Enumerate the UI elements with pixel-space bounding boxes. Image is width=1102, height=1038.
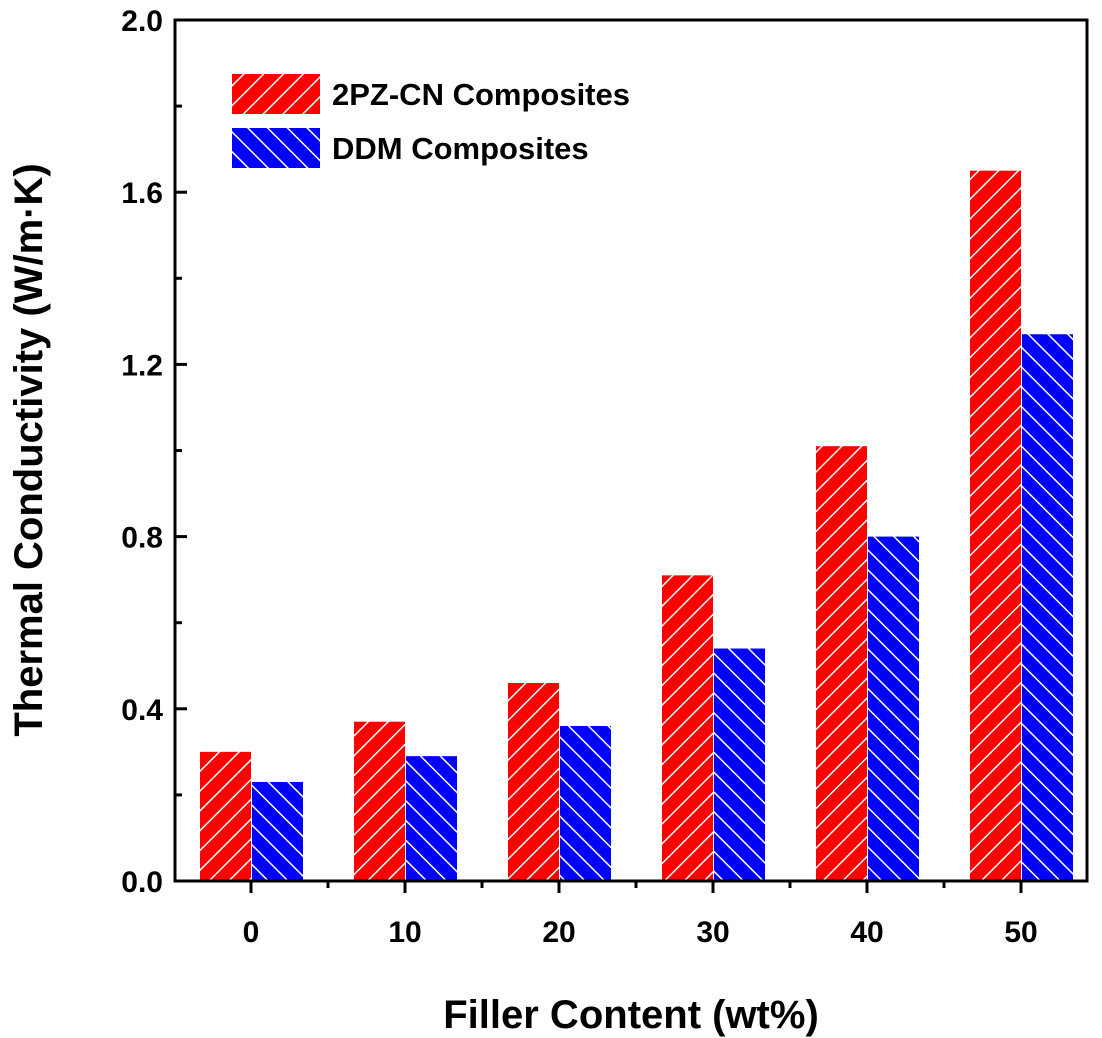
bar-2pz-cn-50 bbox=[970, 170, 1021, 882]
bars-group bbox=[200, 170, 1073, 882]
bar-2pz-cn-30 bbox=[662, 575, 713, 881]
legend-label-ddm: DDM Composites bbox=[332, 131, 589, 166]
bar-ddm-50 bbox=[1022, 334, 1073, 881]
x-axis: 0 10 20 30 40 50 bbox=[243, 881, 1038, 949]
x-tick-label: 30 bbox=[696, 916, 729, 949]
legend: 2PZ-CN Composites DDM Composites bbox=[232, 74, 630, 168]
x-tick-label: 0 bbox=[243, 916, 260, 949]
bar-ddm-30 bbox=[714, 648, 765, 881]
x-tick-label: 40 bbox=[850, 916, 883, 949]
bar-2pz-cn-10 bbox=[354, 721, 405, 881]
y-tick-label: 0.4 bbox=[121, 694, 163, 727]
bar-ddm-0 bbox=[252, 781, 303, 881]
x-tick-label: 20 bbox=[542, 916, 575, 949]
legend-swatch-ddm bbox=[232, 128, 320, 168]
y-axis: 0.0 0.4 0.8 1.2 1.6 2.0 bbox=[121, 5, 187, 899]
bar-2pz-cn-20 bbox=[508, 682, 559, 881]
x-tick-label: 50 bbox=[1004, 916, 1037, 949]
legend-label-2pz-cn: 2PZ-CN Composites bbox=[332, 77, 630, 112]
bar-ddm-40 bbox=[868, 536, 919, 881]
y-tick-label: 0.0 bbox=[121, 866, 163, 899]
x-tick-label: 10 bbox=[388, 916, 421, 949]
bar-2pz-cn-0 bbox=[200, 751, 251, 881]
bar-2pz-cn-40 bbox=[816, 446, 867, 881]
y-axis-title: Thermal Conductivity (W/m·K) bbox=[7, 163, 51, 736]
bar-ddm-20 bbox=[560, 726, 611, 881]
y-tick-label: 1.6 bbox=[121, 177, 163, 210]
y-tick-label: 2.0 bbox=[121, 5, 163, 38]
bar-ddm-10 bbox=[406, 756, 457, 881]
legend-swatch-2pz-cn bbox=[232, 74, 320, 114]
x-axis-title: Filler Content (wt%) bbox=[443, 993, 819, 1037]
y-tick-label: 1.2 bbox=[121, 349, 163, 382]
y-tick-label: 0.8 bbox=[121, 522, 163, 555]
